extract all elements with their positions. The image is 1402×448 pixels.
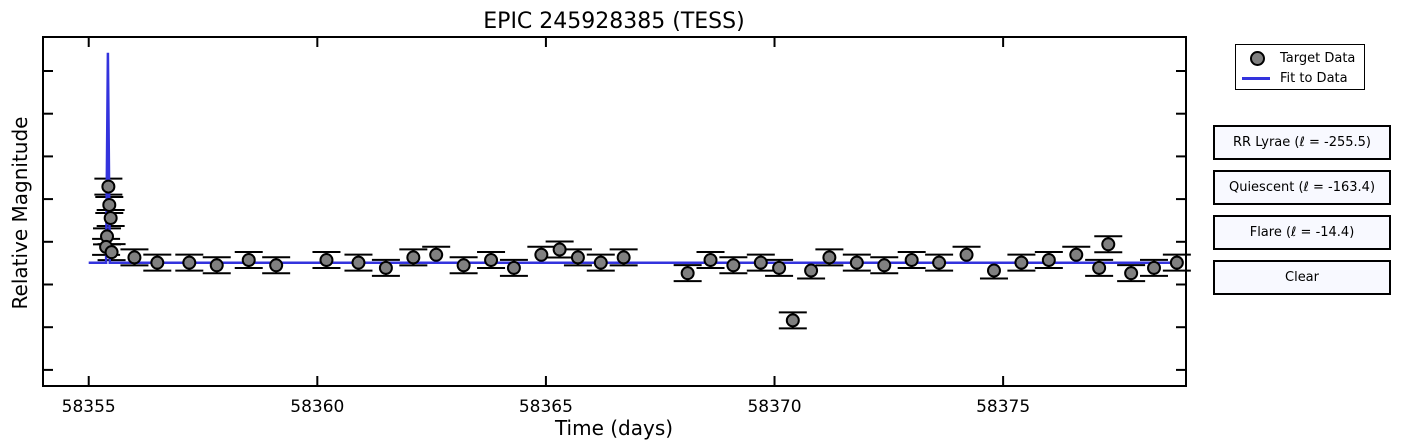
x-tick-label: 58365 — [519, 397, 573, 417]
data-point — [1069, 247, 1084, 262]
data-point — [209, 258, 224, 273]
data-point — [772, 260, 787, 275]
data-point — [1169, 255, 1184, 270]
data-point — [703, 253, 718, 268]
data-point — [150, 255, 165, 270]
data-point — [182, 255, 197, 270]
x-tick-label: 58375 — [976, 397, 1030, 417]
data-point — [102, 197, 117, 212]
data-point — [406, 250, 421, 265]
legend-label-target: Target Data — [1280, 50, 1356, 66]
data-point — [1146, 260, 1161, 275]
chart-title: EPIC 245928385 (TESS) — [483, 9, 744, 34]
data-point — [484, 253, 499, 268]
y-axis-label: Relative Magnitude — [8, 117, 32, 310]
data-point — [1101, 237, 1116, 252]
target-marker-icon — [1236, 48, 1276, 68]
data-point — [534, 247, 549, 262]
data-point — [785, 313, 800, 328]
data-point — [552, 242, 567, 257]
x-tick-label: 58360 — [290, 397, 344, 417]
data-point — [241, 253, 256, 268]
legend-item-target: Target Data — [1236, 48, 1364, 68]
legend-item-fit: Fit to Data — [1236, 68, 1364, 88]
data-point — [959, 247, 974, 262]
data-point — [1014, 255, 1029, 270]
data-point — [351, 255, 366, 270]
data-point — [849, 255, 864, 270]
data-point — [877, 258, 892, 273]
data-point — [429, 247, 444, 262]
fit-line — [88, 52, 1182, 264]
data-point — [506, 260, 521, 275]
data-point — [904, 253, 919, 268]
data-point — [104, 245, 119, 260]
data-point — [932, 255, 947, 270]
data-point — [269, 258, 284, 273]
data-point — [456, 258, 471, 273]
fit-line-icon — [1236, 68, 1276, 88]
data-point — [986, 263, 1001, 278]
data-point — [593, 255, 608, 270]
clear-button[interactable]: Clear — [1213, 260, 1391, 295]
data-point — [319, 253, 334, 268]
data-point — [822, 250, 837, 265]
data-point — [103, 211, 118, 226]
data-point — [101, 179, 116, 194]
data-point — [570, 250, 585, 265]
data-point — [804, 263, 819, 278]
flare-button[interactable]: Flare (ℓ = -14.4) — [1213, 215, 1391, 250]
legend-label-fit: Fit to Data — [1280, 70, 1348, 86]
data-point — [616, 250, 631, 265]
data-point — [127, 250, 142, 265]
data-point — [378, 260, 393, 275]
quiescent-button[interactable]: Quiescent (ℓ = -163.4) — [1213, 170, 1391, 205]
data-point — [1041, 253, 1056, 268]
data-point — [726, 258, 741, 273]
x-tick-label: 58355 — [62, 397, 116, 417]
data-point — [680, 266, 695, 281]
plot-frame — [42, 36, 1187, 387]
x-tick-label: 58370 — [747, 397, 801, 417]
rr-lyrae-button[interactable]: RR Lyrae (ℓ = -255.5) — [1213, 125, 1391, 160]
x-axis-label: Time (days) — [554, 416, 673, 440]
data-point — [1092, 260, 1107, 275]
legend: Target Data Fit to Data — [1235, 44, 1365, 90]
data-point — [753, 255, 768, 270]
data-point — [1124, 266, 1139, 281]
